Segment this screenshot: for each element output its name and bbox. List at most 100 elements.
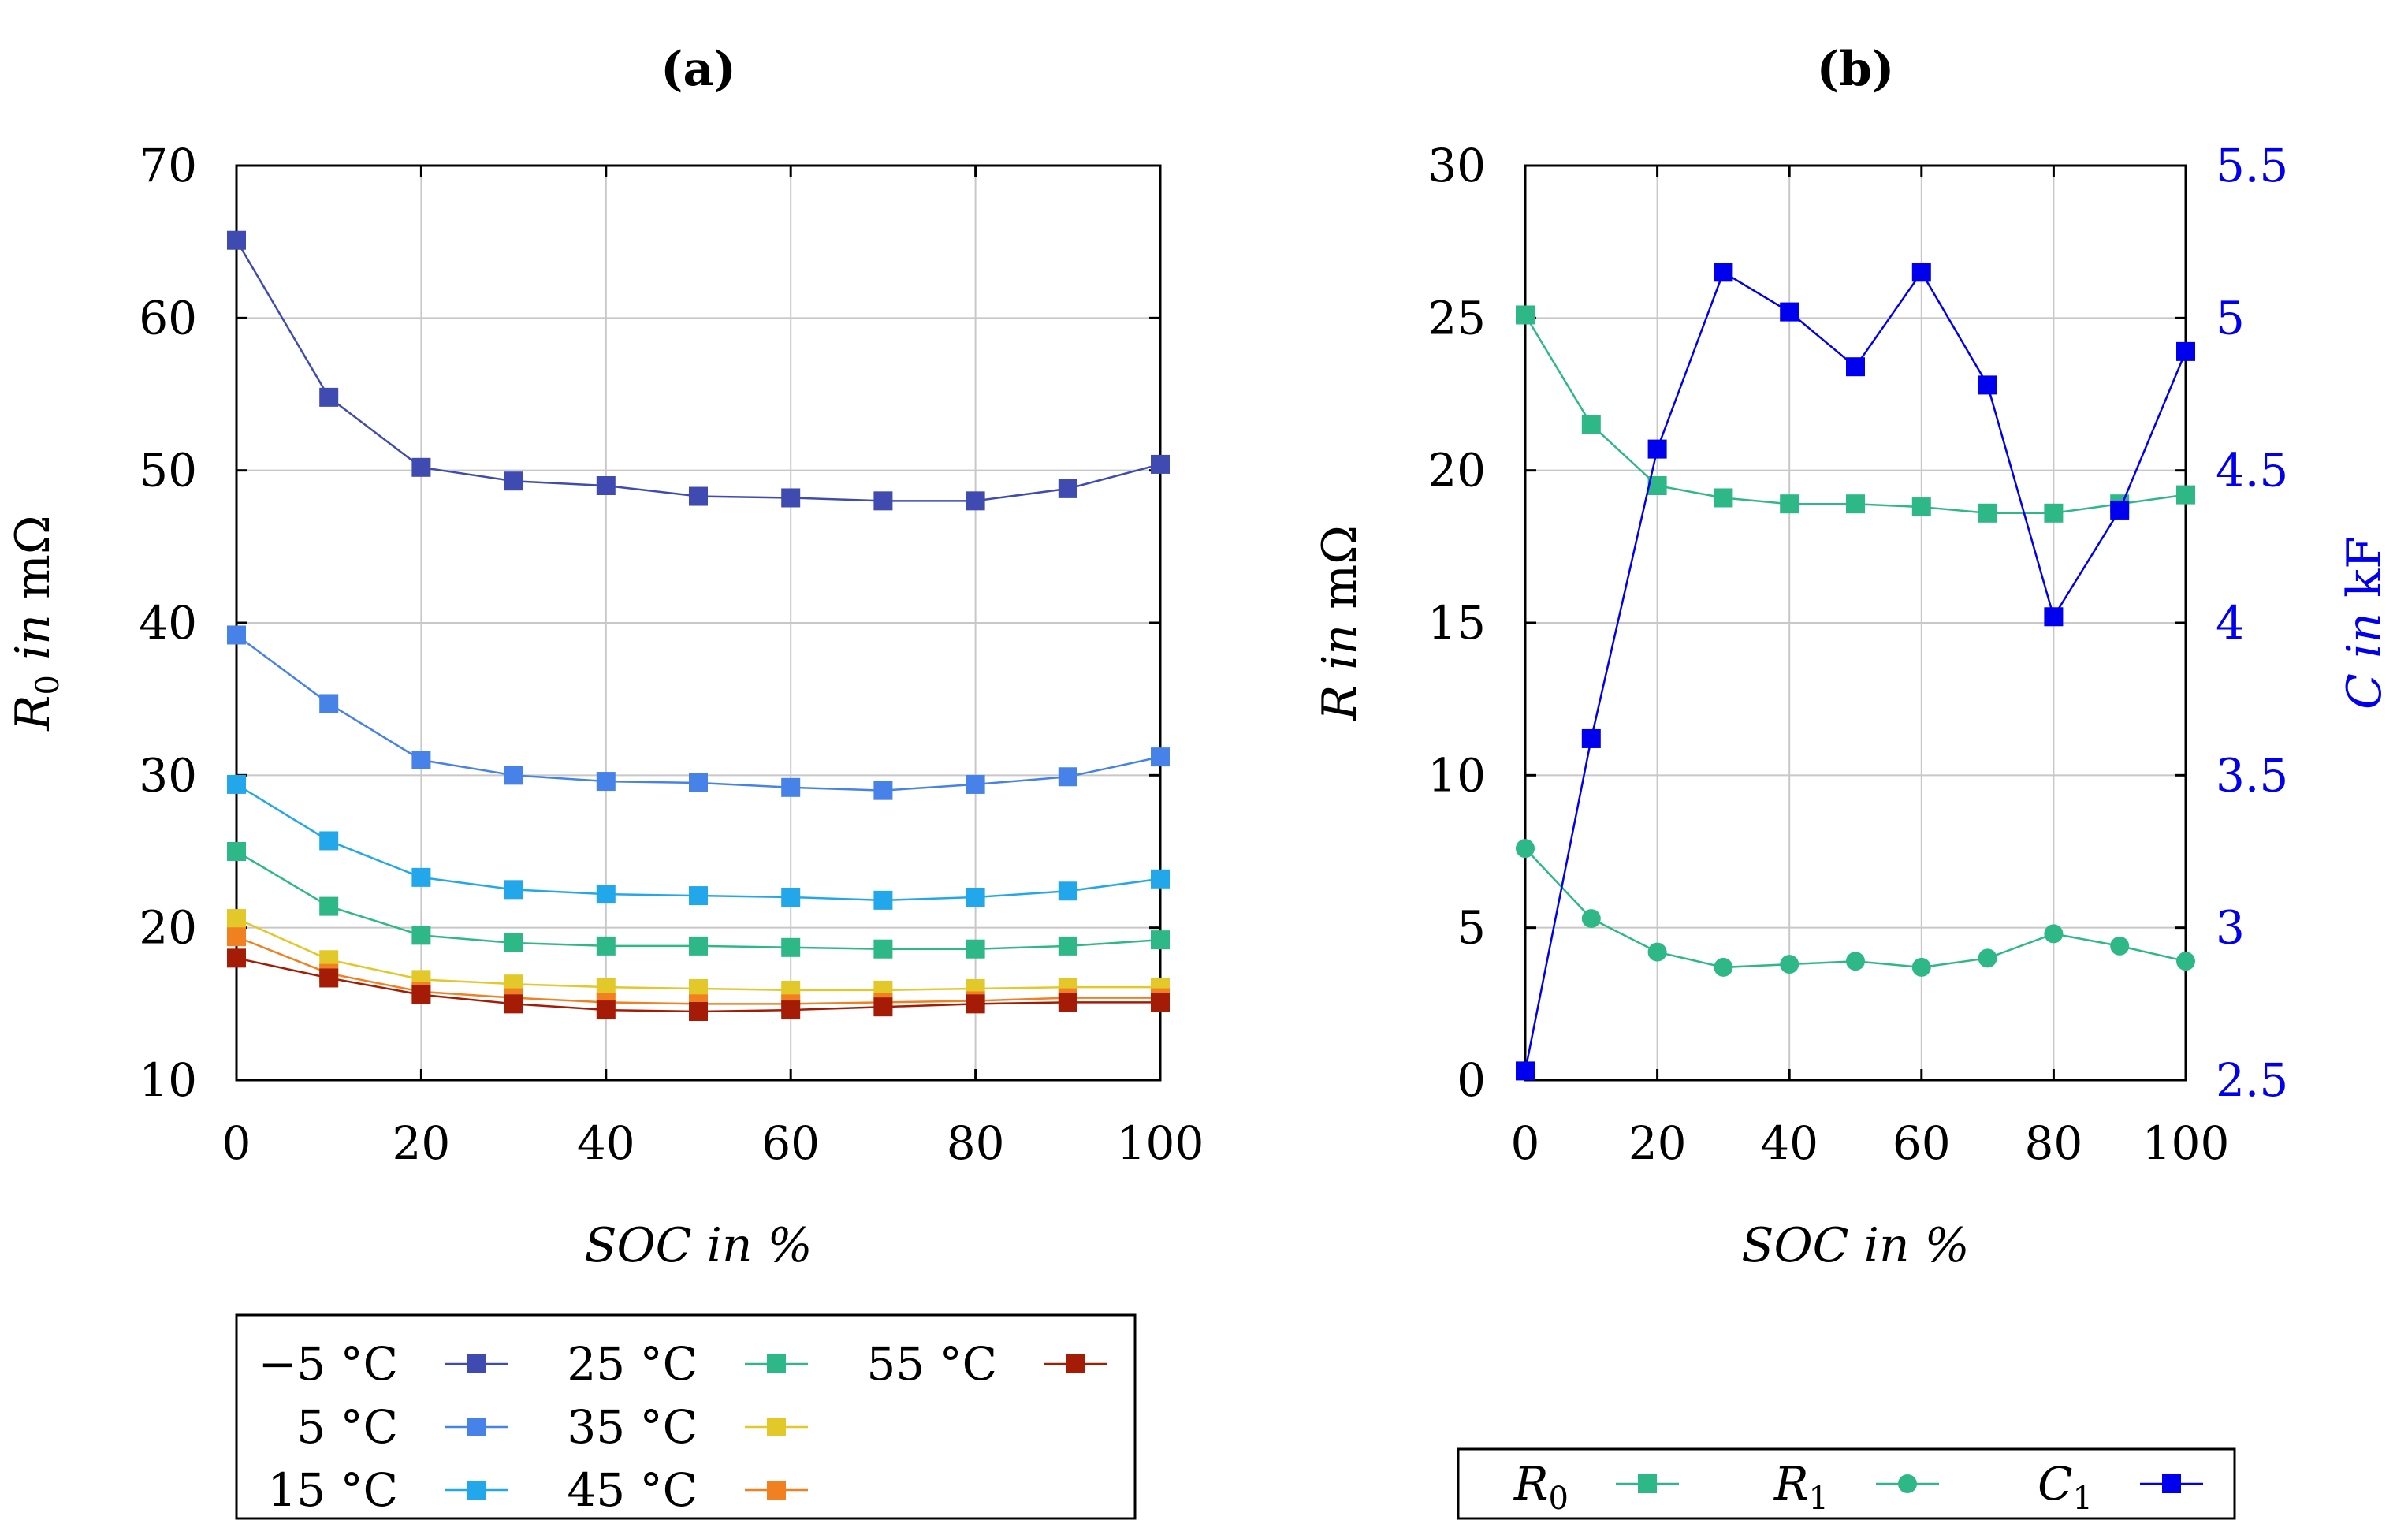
series-r0: [1516, 305, 2195, 523]
data-point: [504, 994, 523, 1014]
data-point: [1151, 993, 1170, 1012]
data-point: [1846, 357, 1865, 377]
data-point: [966, 774, 985, 794]
legend-label: 25 °C: [567, 1337, 698, 1391]
x-tick-label: 60: [761, 1116, 820, 1170]
y-axis-title-unit: mΩ: [1312, 525, 1368, 609]
data-point: [1151, 454, 1170, 474]
x-tick-label: 100: [1117, 1116, 1204, 1170]
data-point: [596, 772, 616, 792]
data-point: [1846, 494, 1865, 514]
legend-label-symbol: R: [1513, 1457, 1549, 1511]
data-point: [227, 625, 246, 645]
y-axis-title-in: in: [6, 599, 61, 675]
y2-axis-title: C in kF: [2337, 536, 2392, 710]
legend-entry: R0: [1513, 1457, 1679, 1517]
data-point: [1151, 930, 1170, 950]
data-point: [227, 927, 246, 947]
data-point: [966, 939, 985, 959]
data-point: [689, 886, 708, 906]
data-point: [966, 888, 985, 907]
data-point: [1780, 955, 1799, 974]
data-point: [689, 936, 708, 956]
y-tick-label: 10: [1427, 748, 1486, 802]
y2-axis-title-in: in: [2337, 598, 2392, 673]
data-point: [411, 926, 431, 945]
legend-entry: 55 °C: [866, 1337, 1107, 1391]
series-5c: [227, 230, 1170, 511]
data-point: [781, 777, 801, 797]
y2-tick-label: 4: [2216, 596, 2245, 650]
legend-label-subscript: 1: [2073, 1481, 2093, 1517]
data-point: [873, 890, 893, 910]
series-line: [1524, 848, 2187, 969]
y-axis-title-unit: mΩ: [6, 515, 61, 599]
y2-tick-label: 3: [2216, 901, 2245, 955]
data-point: [1581, 909, 1601, 929]
x-axis-title-text: SOC in %: [584, 1218, 812, 1273]
data-point: [319, 896, 339, 916]
data-point: [873, 997, 893, 1017]
data-point: [1978, 375, 1997, 395]
data-point: [1058, 767, 1077, 787]
y-tick-label: 60: [139, 291, 197, 345]
x-axis-title: SOC in %: [584, 1218, 812, 1273]
series-25c: [227, 842, 1170, 959]
series-c1: [1516, 263, 2195, 1081]
legend-b: R0 R1 C1: [1457, 1447, 2236, 1520]
data-point: [1581, 415, 1601, 434]
legend-label-subscript: 0: [1549, 1481, 1569, 1517]
x-tick-label: 20: [392, 1116, 450, 1170]
data-point: [2044, 503, 2064, 523]
data-point: [2110, 500, 2130, 520]
series-line: [235, 240, 1161, 502]
data-point: [1978, 948, 1997, 968]
legend-label: C1: [2038, 1457, 2093, 1517]
series-15c: [227, 774, 1170, 910]
y2-tick-label: 5.5: [2216, 139, 2288, 192]
series-line: [236, 783, 1161, 902]
x-tick-label: 40: [1760, 1116, 1818, 1170]
data-point: [319, 831, 339, 851]
data-point: [966, 491, 985, 511]
data-point: [2044, 924, 2064, 944]
x-tick-label: 80: [2024, 1116, 2082, 1170]
legend-marker: [2162, 1474, 2181, 1493]
data-point: [966, 994, 985, 1014]
data-point: [1978, 503, 1997, 523]
x-tick-label: 80: [947, 1116, 1005, 1170]
data-point: [2176, 952, 2195, 971]
series-line: [1524, 314, 2187, 515]
legend-entry: 25 °C: [567, 1337, 808, 1391]
data-point: [1516, 839, 1535, 859]
series-55c: [227, 948, 1170, 1021]
data-point: [504, 766, 523, 785]
series-5c: [227, 625, 1170, 800]
y-axis-title-symbol: R: [6, 695, 61, 731]
y-axis-title-symbol: R: [1312, 685, 1368, 721]
data-point: [1911, 263, 1931, 282]
legend-marker: [767, 1481, 786, 1500]
x-tick-label: 60: [1893, 1116, 1951, 1170]
legend-entry: R1: [1773, 1457, 1939, 1517]
y-tick-label: 20: [139, 901, 197, 955]
data-point: [1151, 747, 1170, 767]
data-point: [227, 842, 246, 861]
series-line: [236, 634, 1161, 792]
legend-box: [235, 1313, 1137, 1520]
y-tick-label: 0: [1457, 1053, 1486, 1107]
x-tick-label: 20: [1628, 1116, 1687, 1170]
legend-entry: −5 °C: [259, 1337, 508, 1391]
data-point: [227, 774, 246, 794]
data-point: [596, 885, 616, 904]
data-point: [1780, 494, 1799, 514]
legend-label: 35 °C: [567, 1400, 698, 1454]
data-point: [411, 867, 431, 887]
y-axis-title: R0 in mΩ: [6, 515, 66, 731]
legend-entry: C1: [2038, 1457, 2203, 1517]
data-point: [504, 933, 523, 952]
legend-marker: [467, 1354, 486, 1373]
x-tick-label: 0: [1511, 1116, 1540, 1170]
legend-marker: [1638, 1474, 1657, 1493]
data-point: [873, 939, 893, 959]
